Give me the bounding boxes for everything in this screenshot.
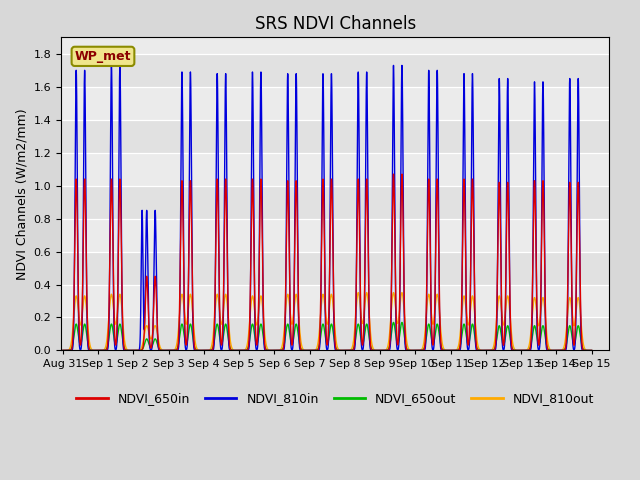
Legend: NDVI_650in, NDVI_810in, NDVI_650out, NDVI_810out: NDVI_650in, NDVI_810in, NDVI_650out, NDV…	[72, 387, 599, 410]
Text: WP_met: WP_met	[75, 50, 131, 63]
Y-axis label: NDVI Channels (W/m2/mm): NDVI Channels (W/m2/mm)	[15, 108, 28, 280]
Bar	[61, 186, 609, 218]
Bar	[61, 54, 609, 87]
Bar	[61, 317, 609, 350]
Title: SRS NDVI Channels: SRS NDVI Channels	[255, 15, 416, 33]
Bar	[61, 120, 609, 153]
Bar	[61, 252, 609, 285]
